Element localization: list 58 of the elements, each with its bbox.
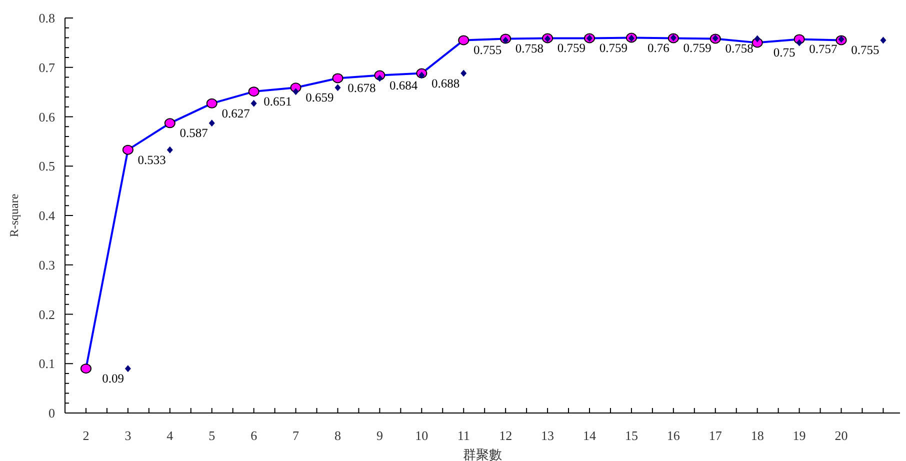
x-tick-label: 4 [166, 428, 174, 443]
point [250, 100, 257, 107]
point [754, 35, 760, 42]
y-tick-label: 0 [48, 406, 55, 420]
x-tick-label: 9 [376, 428, 383, 443]
x-tick-label: 10 [415, 428, 428, 443]
x-axis-title: 群聚數 [463, 447, 502, 461]
x-tick-label: 15 [624, 428, 638, 443]
point [292, 88, 299, 96]
data-label: 0.758 [515, 42, 544, 56]
x-tick-label: 14 [582, 428, 596, 443]
x-tick-label: 20 [834, 428, 848, 443]
point [880, 36, 886, 44]
data-label: 0.759 [683, 41, 712, 56]
x-tick-label: 8 [334, 428, 341, 443]
x-tick-label: 16 [666, 428, 680, 443]
data-label: 0.684 [390, 78, 418, 92]
x-tick-label: 5 [208, 428, 216, 443]
y-tick-label: 0.3 [38, 257, 55, 272]
y-tick-label: 0.6 [38, 109, 56, 124]
x-tick-label: 18 [750, 428, 764, 443]
x-tick-label: 19 [792, 428, 806, 443]
point [460, 70, 467, 77]
data-label: 0.76 [648, 40, 670, 55]
y-tick-label: 0.8 [38, 10, 55, 26]
point [124, 365, 131, 372]
data-label: 0.659 [306, 90, 334, 105]
x-tick-label: 7 [292, 428, 300, 443]
x-tick-label: 2 [82, 428, 90, 443]
y-tick-label: 0.4 [38, 208, 56, 223]
point [334, 84, 341, 92]
data-label: 0.651 [264, 94, 292, 109]
x-tick-label: 13 [541, 428, 554, 443]
y-tick-label: 0.7 [38, 60, 56, 75]
data-label: 0.533 [138, 152, 166, 167]
y-tick-label: 0.5 [38, 158, 55, 174]
data-label: 0.757 [809, 42, 838, 56]
x-tick-label: 12 [499, 428, 512, 443]
data-label: 0.678 [348, 81, 376, 96]
y-tick-label: 0.1 [38, 356, 55, 372]
y-axis-title: R-square [7, 194, 21, 238]
data-label: 0.587 [180, 126, 208, 140]
data-label: 0.09 [102, 372, 124, 386]
data-label: 0.755 [473, 43, 502, 58]
data-label: 0.759 [599, 41, 628, 56]
data-label: 0.627 [222, 106, 250, 120]
point [208, 120, 215, 127]
data-label: 0.758 [725, 42, 754, 56]
x-tick-label: 17 [708, 428, 722, 443]
x-tick-label: 3 [124, 428, 132, 443]
y-tick-label: 0.2 [38, 306, 55, 322]
point [166, 146, 173, 154]
x-tick-label: 6 [250, 428, 258, 443]
data-label: 0.755 [851, 43, 880, 58]
data-label: 0.759 [557, 41, 586, 56]
data-label: 0.75 [773, 46, 796, 60]
data-label: 0.688 [431, 76, 460, 90]
x-tick-label: 11 [457, 428, 470, 443]
